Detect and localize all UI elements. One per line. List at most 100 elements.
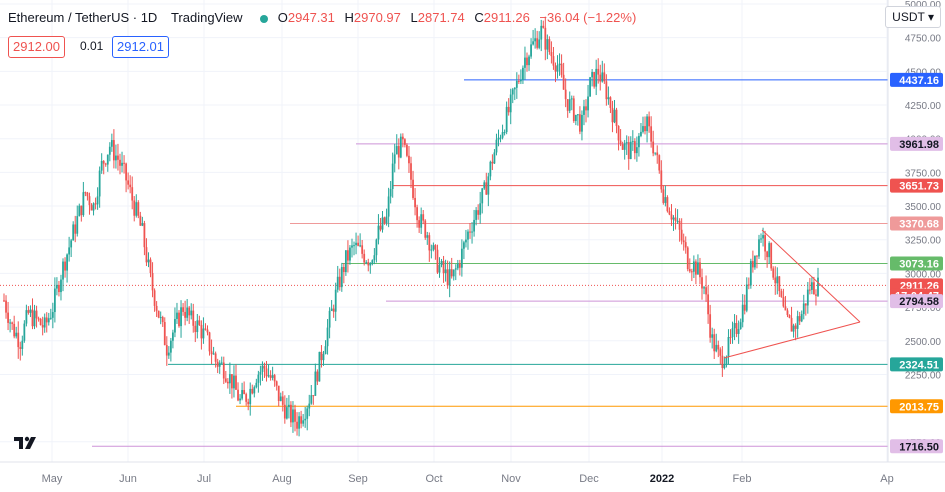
candle-body [804, 303, 807, 306]
tradingview-logo-icon[interactable] [12, 434, 40, 452]
candle-body [776, 276, 779, 284]
candle-body [76, 216, 79, 234]
open-value: 2947.31 [287, 10, 335, 25]
candle-body [43, 317, 46, 328]
candle-body [697, 262, 699, 275]
candle-body [15, 332, 18, 337]
candle-body [465, 239, 467, 243]
candle-body [373, 255, 376, 261]
candle-body [397, 146, 400, 158]
candle-body [796, 316, 799, 329]
candle-body [544, 27, 547, 50]
candle-body [780, 291, 783, 297]
candle-body [129, 184, 132, 188]
market-status-icon [260, 14, 269, 23]
candle-body [88, 196, 91, 206]
candle-body [308, 403, 311, 409]
candle-body [731, 328, 734, 338]
candle-body [182, 307, 184, 312]
candle-body [800, 314, 803, 322]
candle-body [296, 421, 298, 429]
sell-button[interactable]: 2912.00 [8, 36, 65, 58]
candle-body [711, 334, 714, 338]
x-tick-label: Nov [501, 473, 521, 485]
candle-body [440, 260, 443, 265]
candle-body [660, 170, 663, 190]
candle-body [658, 155, 661, 171]
candle-body [281, 396, 284, 405]
candle-body [196, 320, 199, 333]
candle-body [426, 235, 429, 238]
time-axis[interactable]: May Jun Jul Aug Sep Oct Nov Dec 2022 Feb Ap [0, 461, 945, 485]
candle-body [646, 116, 648, 132]
candle-body [507, 106, 510, 113]
candle-body [554, 65, 557, 72]
candle-body [444, 269, 447, 274]
candle-body [178, 312, 180, 327]
candle-body [25, 310, 28, 324]
candle-body [5, 300, 7, 313]
candle-body [572, 98, 575, 122]
candle-body [3, 300, 5, 302]
candle-body [344, 250, 347, 273]
candle-body [210, 351, 213, 355]
candle-body [412, 179, 414, 198]
candle-body [650, 126, 653, 142]
x-tick-label: Aug [272, 473, 292, 485]
candle-body [265, 368, 268, 377]
candle-body [414, 197, 416, 208]
candle-body [369, 263, 372, 266]
symbol-title[interactable]: Ethereum / TetherUS · 1D [8, 10, 158, 25]
candle-body [493, 152, 496, 164]
candle-body [226, 381, 229, 384]
price-axis[interactable]: 5000.004750.004500.004250.004000.003750.… [887, 0, 945, 492]
candle-body [723, 364, 726, 369]
candle-body [338, 276, 341, 288]
price-label-bg [890, 357, 943, 372]
candle-body [149, 259, 152, 274]
candle-body [139, 215, 142, 226]
close-label: C [474, 10, 484, 25]
candle-body [817, 277, 819, 296]
x-tick-label: May [42, 473, 63, 485]
candle-body [92, 203, 95, 211]
candle-body [110, 140, 113, 147]
candle-body [662, 189, 665, 203]
candle-body [644, 126, 646, 132]
candle-body [275, 381, 278, 386]
candle-body [253, 387, 256, 394]
y-tick-label: 4250.00 [905, 101, 942, 112]
candle-body [108, 146, 111, 155]
buy-button[interactable]: 2912.01 [112, 36, 169, 58]
price-label-bg [890, 256, 943, 271]
candle-body [408, 155, 410, 164]
candle-body [322, 354, 325, 361]
candle-body [316, 371, 319, 382]
candle-body [418, 220, 421, 228]
candle-body [387, 196, 390, 217]
candle-body [778, 276, 781, 292]
price-label: 2794.58 [899, 296, 939, 308]
candle-body [288, 404, 290, 408]
candle-body [169, 340, 172, 353]
candle-body [334, 289, 337, 312]
candle-body [469, 231, 471, 233]
triangle-pattern [723, 229, 861, 359]
candle-body [401, 136, 404, 140]
candle-body [318, 351, 321, 382]
currency-selector[interactable]: USDT ▾ [885, 6, 941, 28]
candle-body [597, 68, 600, 75]
candle-body [762, 235, 764, 239]
currency-label: USDT [892, 10, 925, 24]
candle-body [770, 243, 773, 269]
candle-body [513, 87, 516, 90]
candle-body [587, 96, 589, 111]
candle-body [247, 401, 250, 405]
candle-body [9, 322, 12, 324]
candle-body [137, 202, 140, 216]
change-value: −36.04 (−1.22%) [539, 10, 637, 25]
candle-body [206, 329, 209, 333]
candle-body [454, 268, 457, 270]
candle-body [446, 269, 449, 286]
